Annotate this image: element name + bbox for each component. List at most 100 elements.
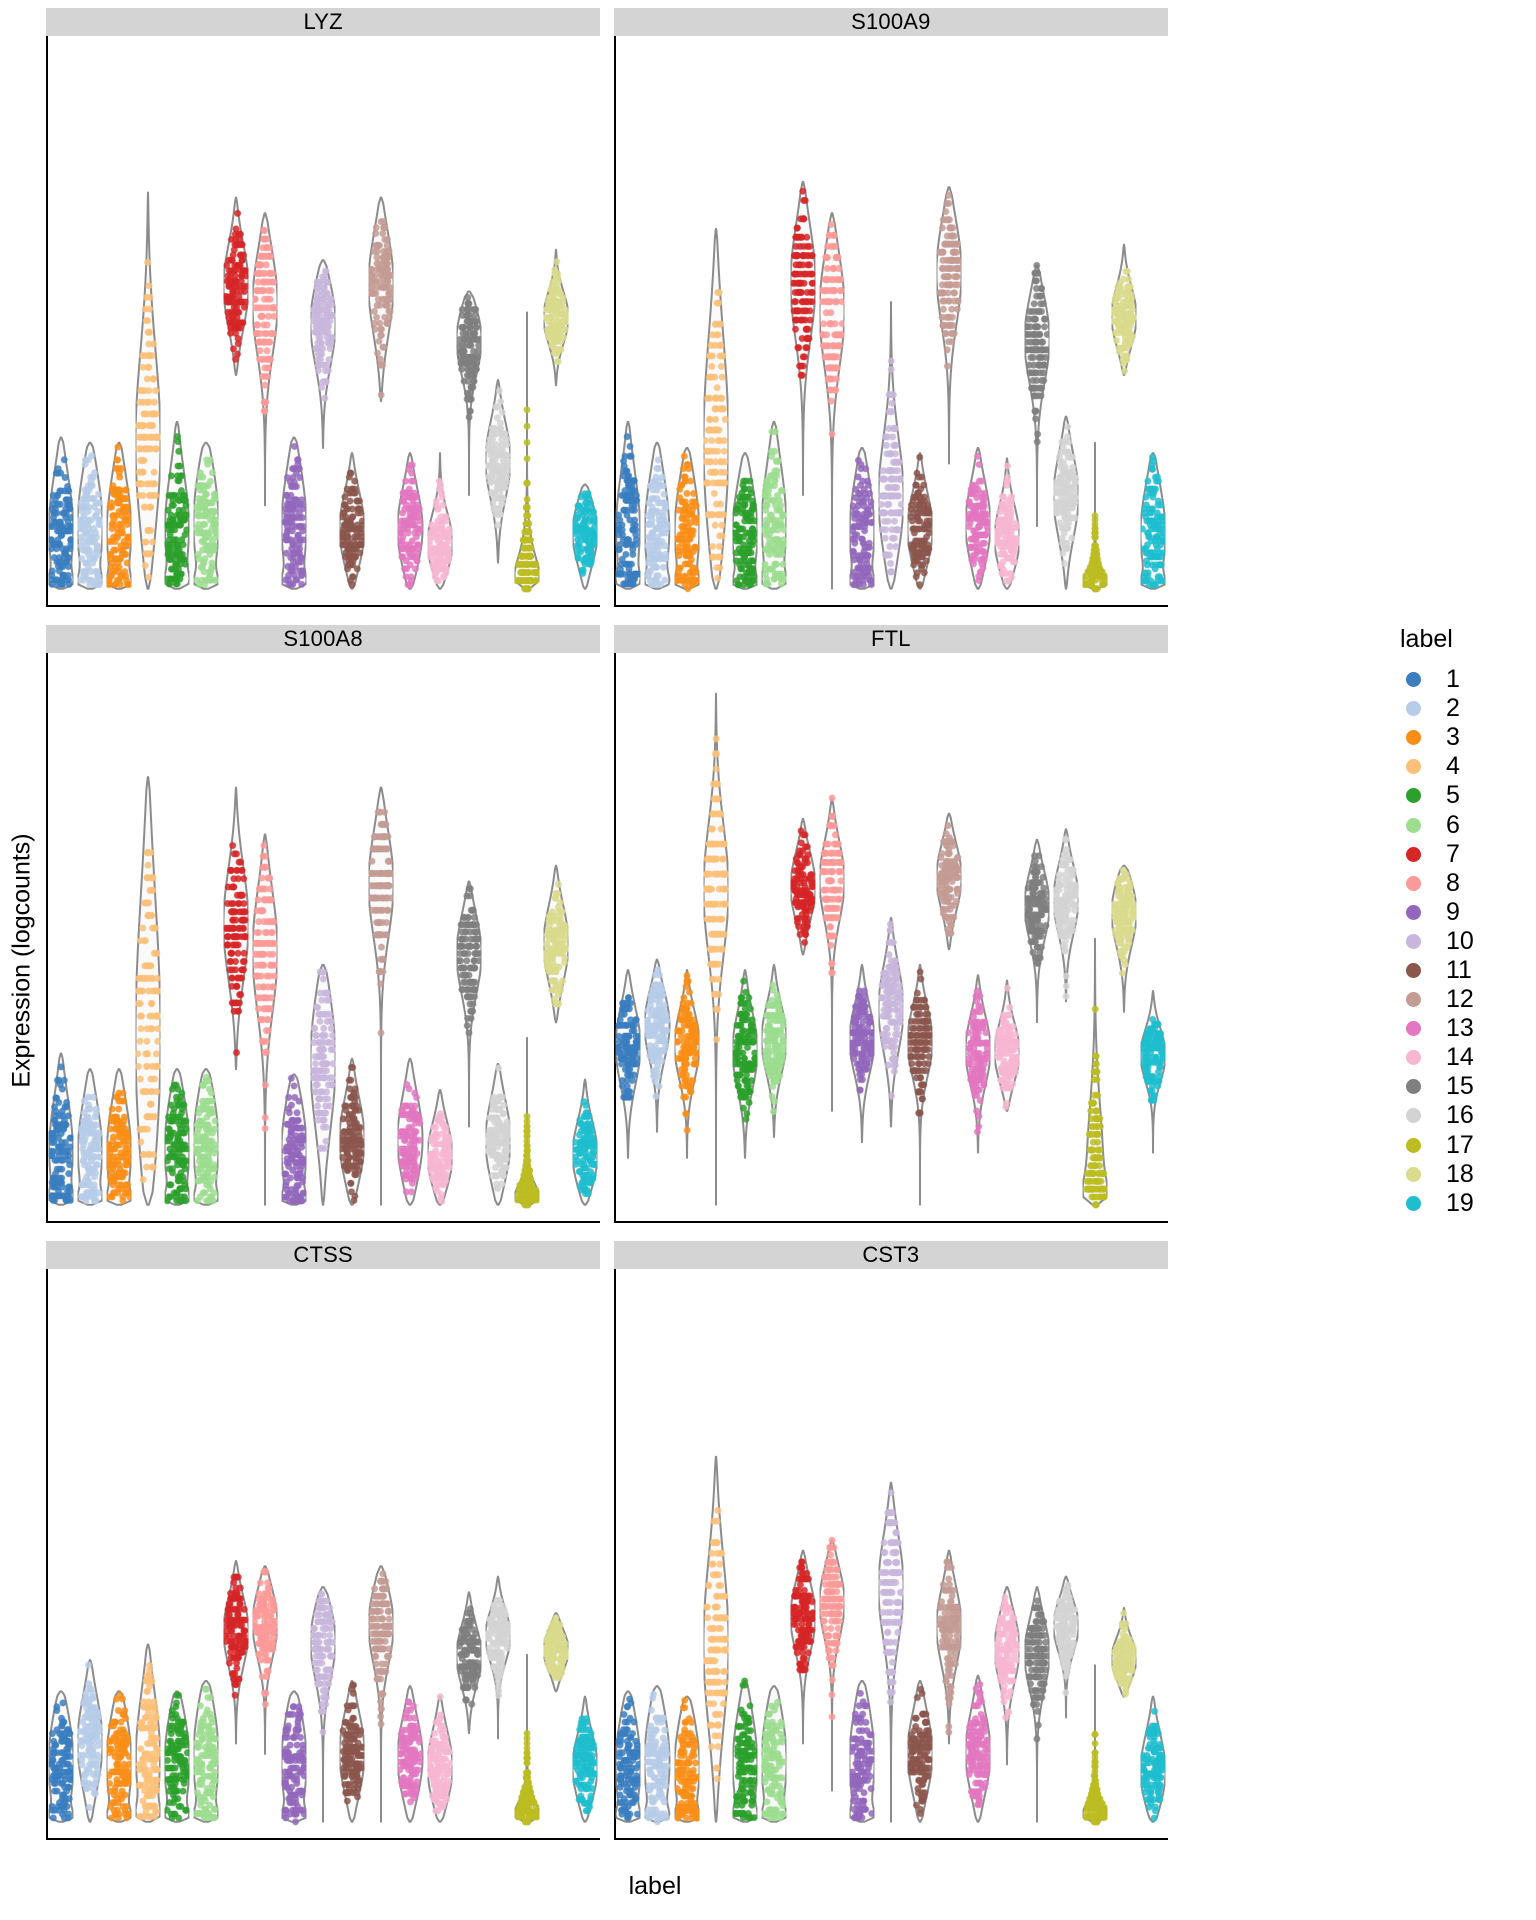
violin-group[interactable]: [1051, 36, 1080, 607]
violin-group[interactable]: [46, 36, 75, 607]
violin-group[interactable]: [730, 36, 760, 607]
violin-group[interactable]: [541, 1269, 571, 1840]
violin-group[interactable]: [643, 653, 672, 1224]
legend-item[interactable]: 16: [1400, 1101, 1530, 1130]
legend-item[interactable]: 3: [1400, 723, 1530, 752]
violin-group[interactable]: [789, 36, 818, 607]
violin-group[interactable]: [935, 1269, 964, 1840]
violin-group[interactable]: [935, 36, 964, 607]
violin-group[interactable]: [1051, 1269, 1080, 1840]
violin-group[interactable]: [75, 36, 104, 607]
violin-group[interactable]: [134, 36, 163, 607]
violin-group[interactable]: [338, 1269, 367, 1840]
violin-group[interactable]: [1081, 1269, 1109, 1840]
violin-group[interactable]: [250, 653, 279, 1224]
violin-group[interactable]: [571, 653, 599, 1224]
violin-group[interactable]: [672, 653, 701, 1224]
violin-group[interactable]: [221, 36, 250, 607]
legend-item[interactable]: 13: [1400, 1014, 1530, 1043]
violin-group[interactable]: [163, 36, 191, 607]
violin-group[interactable]: [513, 653, 542, 1224]
violin-group[interactable]: [877, 653, 906, 1224]
violin-group[interactable]: [701, 36, 730, 607]
violin-group[interactable]: [280, 36, 308, 607]
violin-group[interactable]: [847, 653, 876, 1224]
violin-group[interactable]: [338, 36, 367, 607]
violin-group[interactable]: [1138, 36, 1167, 607]
violin-group[interactable]: [1022, 36, 1051, 607]
violin-group[interactable]: [571, 1269, 600, 1840]
violin-group[interactable]: [571, 36, 600, 607]
violin-group[interactable]: [993, 1269, 1022, 1840]
violin-group[interactable]: [104, 653, 134, 1224]
violin-group[interactable]: [964, 36, 992, 607]
violin-group[interactable]: [643, 36, 672, 607]
violin-group[interactable]: [46, 653, 75, 1224]
violin-group[interactable]: [542, 36, 571, 607]
violin-group[interactable]: [396, 36, 425, 607]
violin-group[interactable]: [701, 1269, 730, 1840]
violin-group[interactable]: [1138, 1269, 1168, 1840]
violin-group[interactable]: [512, 1269, 541, 1840]
violin-group[interactable]: [221, 1269, 250, 1840]
violin-group[interactable]: [759, 1269, 788, 1840]
legend-item[interactable]: 5: [1400, 781, 1530, 810]
violin-group[interactable]: [47, 1269, 75, 1840]
violin-group[interactable]: [818, 653, 846, 1224]
legend-item[interactable]: 18: [1400, 1160, 1530, 1189]
violin-group[interactable]: [75, 1269, 104, 1840]
violin-group[interactable]: [993, 653, 1022, 1224]
violin-group[interactable]: [992, 36, 1022, 607]
violin-group[interactable]: [934, 653, 963, 1224]
violin-group[interactable]: [847, 1269, 876, 1840]
violin-group[interactable]: [163, 653, 191, 1224]
legend-item[interactable]: 4: [1400, 752, 1530, 781]
violin-group[interactable]: [367, 653, 396, 1224]
violin-group[interactable]: [396, 1269, 425, 1840]
violin-group[interactable]: [484, 36, 512, 607]
legend-item[interactable]: 2: [1400, 694, 1530, 723]
violin-group[interactable]: [454, 36, 483, 607]
violin-group[interactable]: [513, 36, 542, 607]
violin-group[interactable]: [76, 653, 104, 1224]
violin-group[interactable]: [367, 1269, 396, 1840]
violin-group[interactable]: [614, 653, 643, 1224]
violin-group[interactable]: [877, 36, 905, 607]
violin-group[interactable]: [1081, 653, 1109, 1224]
violin-group[interactable]: [1110, 653, 1139, 1224]
violin-group[interactable]: [789, 1269, 817, 1840]
violin-group[interactable]: [760, 36, 789, 607]
violin-group[interactable]: [192, 1269, 221, 1840]
violin-group[interactable]: [455, 1269, 483, 1840]
violin-group[interactable]: [309, 653, 337, 1224]
violin-group[interactable]: [672, 36, 701, 607]
violin-group[interactable]: [250, 36, 279, 607]
legend-item[interactable]: 1: [1400, 665, 1530, 694]
violin-group[interactable]: [760, 653, 788, 1224]
violin-group[interactable]: [338, 653, 367, 1224]
legend-item[interactable]: 11: [1400, 956, 1530, 985]
violin-group[interactable]: [1022, 1269, 1051, 1840]
violin-group[interactable]: [818, 36, 847, 607]
legend-item[interactable]: 6: [1400, 810, 1530, 839]
violin-group[interactable]: [425, 653, 454, 1224]
legend-item[interactable]: 14: [1400, 1043, 1530, 1072]
violin-group[interactable]: [905, 1269, 934, 1840]
violin-group[interactable]: [1080, 36, 1109, 607]
violin-group[interactable]: [396, 653, 425, 1224]
legend-item[interactable]: 9: [1400, 898, 1530, 927]
violin-group[interactable]: [425, 36, 454, 607]
legend-item[interactable]: 8: [1400, 869, 1530, 898]
violin-group[interactable]: [163, 1269, 192, 1840]
violin-group[interactable]: [192, 653, 220, 1224]
violin-group[interactable]: [309, 1269, 337, 1840]
violin-group[interactable]: [134, 1269, 163, 1840]
violin-group[interactable]: [789, 653, 817, 1224]
legend-item[interactable]: 7: [1400, 840, 1530, 869]
violin-group[interactable]: [484, 1269, 512, 1840]
violin-group[interactable]: [367, 36, 396, 607]
violin-group[interactable]: [221, 653, 250, 1224]
legend-item[interactable]: 17: [1400, 1131, 1530, 1160]
violin-group[interactable]: [308, 36, 337, 607]
violin-group[interactable]: [643, 1269, 672, 1840]
